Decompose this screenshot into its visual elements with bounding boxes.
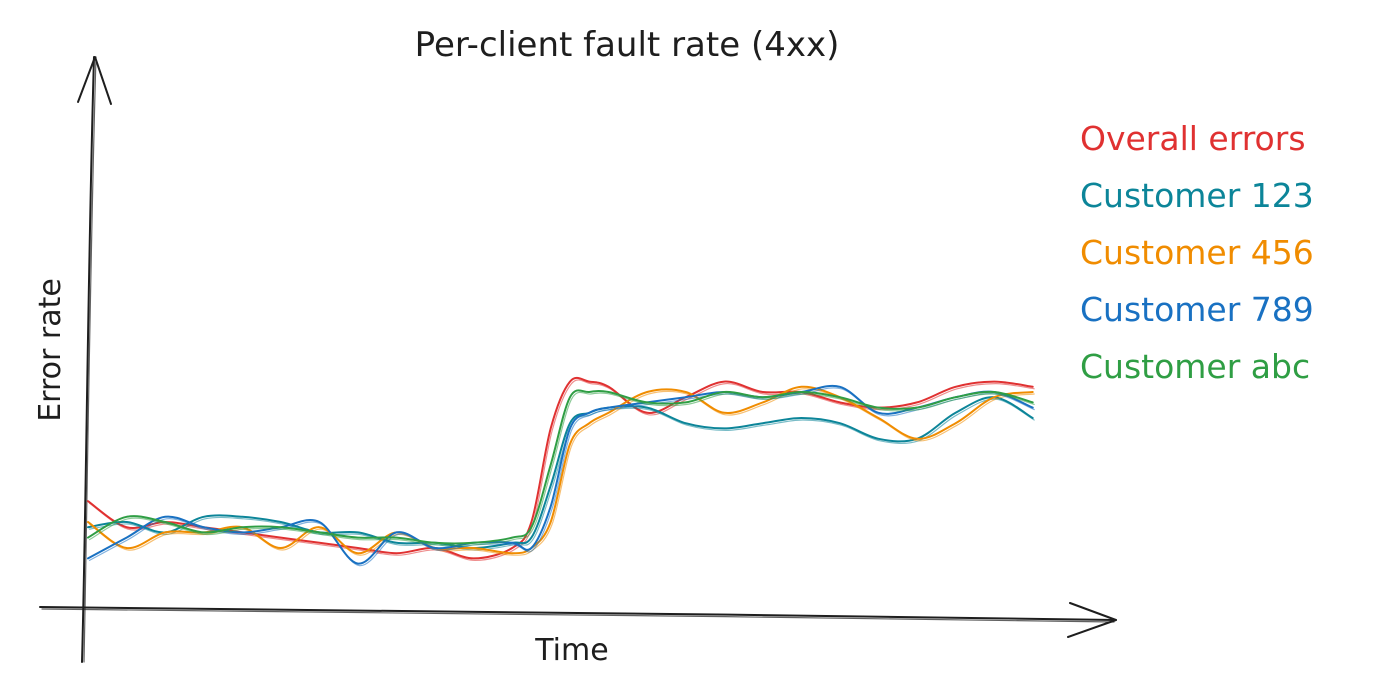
series-layer: [87, 376, 1035, 567]
series-customer-abc: [87, 389, 1035, 547]
series-line-echo-customer-123: [88, 398, 1035, 551]
y-axis-arrowhead: [77, 56, 112, 105]
y-axis-line: [81, 56, 95, 663]
x-axis-label: Time: [534, 633, 608, 668]
series-line-customer-456: [87, 385, 1034, 555]
series-line-echo-customer-456: [88, 388, 1035, 556]
legend-item-customer-456: Customer 456: [1080, 233, 1314, 272]
series-customer-456: [87, 385, 1035, 556]
chart-title: Per-client fault rate (4xx): [415, 25, 840, 65]
series-line-echo-customer-789: [88, 387, 1035, 567]
legend-item-customer-abc: Customer abc: [1080, 347, 1310, 386]
series-line-echo-customer-abc: [88, 391, 1035, 547]
legend-item-customer-123: Customer 123: [1080, 176, 1314, 215]
x-axis-line: [39, 606, 1117, 621]
y-axis-line-echo: [83, 56, 97, 663]
series-customer-123: [87, 396, 1035, 551]
series-line-customer-abc: [87, 389, 1034, 545]
x-axis: [39, 602, 1117, 638]
y-axis-label: Error rate: [33, 278, 68, 422]
series-line-customer-123: [87, 396, 1034, 549]
series-customer-789: [87, 384, 1035, 567]
y-axis: [77, 56, 112, 663]
legend-item-overall-errors: Overall errors: [1080, 119, 1306, 158]
x-axis-line-echo: [41, 608, 1115, 623]
legend-item-customer-789: Customer 789: [1080, 290, 1314, 329]
legend: Overall errors Customer 123 Customer 456 Cu…: [1080, 119, 1314, 386]
x-axis-arrowhead: [1067, 602, 1117, 638]
